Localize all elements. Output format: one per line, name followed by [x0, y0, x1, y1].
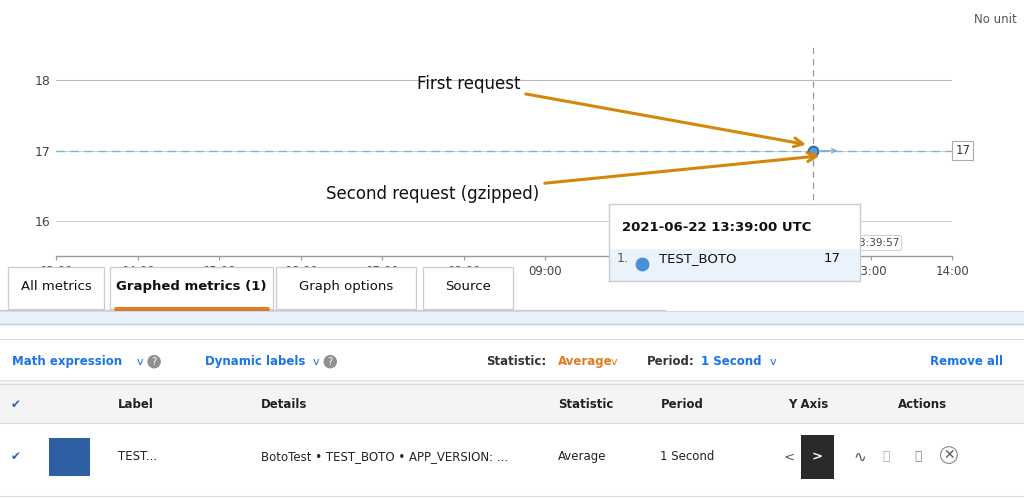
Text: Source: Source — [444, 280, 490, 293]
Text: Second request (gzipped): Second request (gzipped) — [326, 153, 816, 203]
Text: TEST...: TEST... — [118, 450, 157, 464]
Text: 17: 17 — [823, 251, 840, 265]
Text: First request: First request — [417, 75, 803, 147]
Text: 06-22 13:39:57: 06-22 13:39:57 — [819, 238, 899, 248]
Bar — [0, 311, 1024, 324]
Text: v: v — [610, 357, 616, 367]
Text: ?: ? — [328, 357, 333, 367]
Text: 1.: 1. — [616, 251, 629, 265]
Text: Dynamic labels: Dynamic labels — [205, 355, 305, 368]
Text: v: v — [770, 357, 776, 367]
Bar — [801, 434, 834, 479]
Text: ?: ? — [152, 357, 157, 367]
FancyBboxPatch shape — [276, 267, 416, 309]
Text: BotoTest • TEST_BOTO • APP_VERSION: ...: BotoTest • TEST_BOTO • APP_VERSION: ... — [261, 450, 508, 464]
Bar — [0, 380, 1024, 423]
Text: Statistic: Statistic — [558, 398, 613, 411]
Text: Y Axis: Y Axis — [788, 398, 828, 411]
Text: All metrics: All metrics — [20, 280, 91, 293]
Text: Average: Average — [558, 355, 612, 368]
Text: ⬜: ⬜ — [914, 450, 922, 464]
FancyBboxPatch shape — [110, 267, 272, 309]
Text: Graphed metrics (1): Graphed metrics (1) — [116, 280, 266, 293]
FancyBboxPatch shape — [423, 267, 513, 309]
FancyBboxPatch shape — [8, 267, 104, 309]
Text: 17: 17 — [955, 144, 971, 157]
FancyBboxPatch shape — [609, 249, 860, 281]
Text: ...: ... — [542, 260, 554, 273]
Text: ✔: ✔ — [10, 450, 20, 464]
Text: ∿: ∿ — [853, 449, 865, 465]
Text: 1 Second: 1 Second — [660, 450, 715, 464]
Text: >: > — [812, 450, 823, 464]
Text: Actions: Actions — [898, 398, 947, 411]
Text: 2021-06-22 13:39:00 UTC: 2021-06-22 13:39:00 UTC — [622, 221, 811, 234]
Text: v: v — [312, 357, 318, 367]
Text: Period:: Period: — [647, 355, 695, 368]
Text: v: v — [136, 357, 142, 367]
Text: Remove all: Remove all — [930, 355, 1002, 368]
Text: TEST_BOTO: TEST_BOTO — [659, 251, 737, 265]
Bar — [49, 438, 90, 476]
Text: Statistic:: Statistic: — [486, 355, 547, 368]
Text: 1 Second: 1 Second — [701, 355, 762, 368]
Text: Period: Period — [660, 398, 703, 411]
Text: Average: Average — [558, 450, 606, 464]
Text: <: < — [783, 450, 795, 464]
Text: ✕: ✕ — [943, 448, 954, 462]
Text: ✔: ✔ — [10, 398, 20, 411]
Text: No unit: No unit — [974, 13, 1017, 26]
Text: Label: Label — [118, 398, 154, 411]
Text: Graph options: Graph options — [299, 280, 393, 293]
Text: Math expression: Math expression — [12, 355, 123, 368]
Text: Details: Details — [261, 398, 307, 411]
Text: 🔔: 🔔 — [883, 450, 890, 464]
